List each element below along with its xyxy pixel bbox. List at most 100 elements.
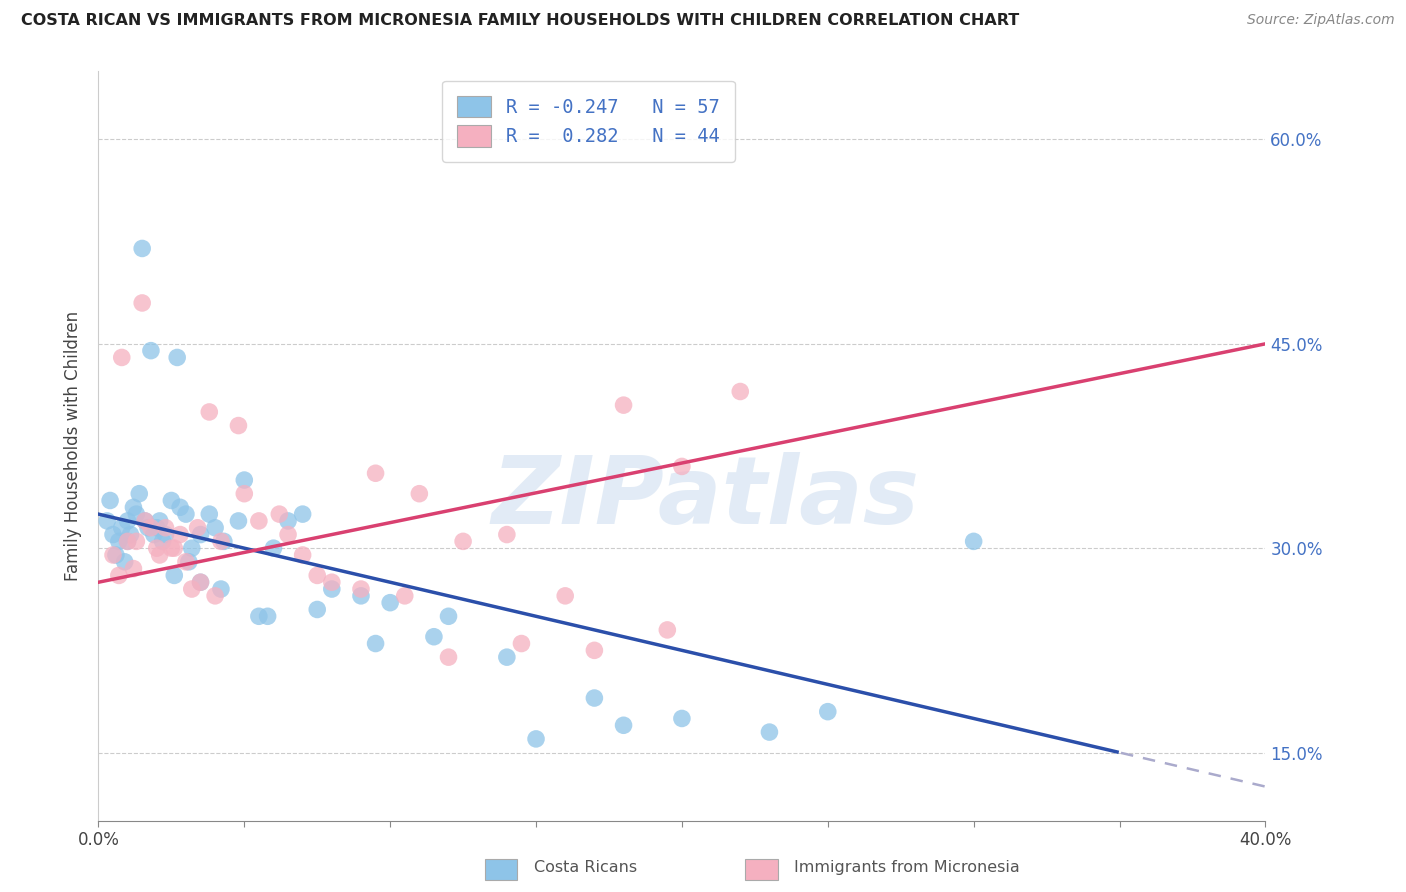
Point	[583, 643, 606, 657]
Point	[96, 514, 118, 528]
Text: Source: ZipAtlas.com: Source: ZipAtlas.com	[1247, 13, 1395, 28]
Point	[408, 486, 430, 500]
Point	[554, 589, 576, 603]
Point	[350, 582, 373, 596]
Point	[160, 541, 183, 556]
Point	[204, 521, 226, 535]
Point	[122, 561, 145, 575]
Point	[962, 534, 984, 549]
Point	[233, 473, 256, 487]
Point	[758, 725, 780, 739]
Point	[136, 521, 159, 535]
Point	[111, 521, 134, 535]
Point	[247, 514, 270, 528]
Point	[163, 541, 186, 556]
Point	[307, 568, 329, 582]
Point	[247, 609, 270, 624]
Point	[104, 548, 127, 562]
Point	[114, 555, 136, 569]
Point	[277, 527, 299, 541]
Point	[108, 534, 131, 549]
Point	[180, 582, 202, 596]
Point	[228, 418, 250, 433]
Point	[174, 507, 197, 521]
Point	[134, 514, 156, 528]
Point	[277, 514, 299, 528]
Point	[350, 589, 373, 603]
Point	[364, 467, 387, 481]
Point	[98, 493, 121, 508]
Point	[117, 514, 139, 528]
Point	[142, 527, 165, 541]
Point	[817, 705, 839, 719]
Point	[451, 534, 474, 549]
Point	[613, 398, 636, 412]
Point	[671, 459, 693, 474]
Point	[321, 575, 343, 590]
Point	[423, 630, 446, 644]
Point	[101, 527, 124, 541]
Point	[122, 500, 145, 515]
Point	[111, 351, 134, 365]
Point	[613, 718, 636, 732]
Point	[380, 596, 402, 610]
Point	[131, 296, 153, 310]
Point	[583, 691, 606, 706]
Point	[120, 527, 142, 541]
Point	[190, 527, 212, 541]
Point	[510, 636, 533, 650]
Point	[117, 534, 139, 549]
Point	[524, 731, 547, 746]
Point	[134, 514, 156, 528]
Point	[146, 541, 169, 556]
Point	[437, 609, 460, 624]
Point	[155, 527, 177, 541]
Point	[269, 507, 291, 521]
Point	[190, 575, 212, 590]
Text: COSTA RICAN VS IMMIGRANTS FROM MICRONESIA FAMILY HOUSEHOLDS WITH CHILDREN CORREL: COSTA RICAN VS IMMIGRANTS FROM MICRONESI…	[21, 13, 1019, 29]
Point	[125, 534, 148, 549]
Point	[139, 521, 162, 535]
Point	[730, 384, 752, 399]
Point	[256, 609, 278, 624]
Point	[160, 493, 183, 508]
Point	[117, 534, 139, 549]
Point	[131, 242, 153, 256]
Point	[228, 514, 250, 528]
Text: Immigrants from Micronesia: Immigrants from Micronesia	[794, 861, 1021, 875]
Point	[166, 351, 188, 365]
Point	[177, 555, 200, 569]
Point	[152, 534, 174, 549]
Point	[149, 548, 172, 562]
Point	[204, 589, 226, 603]
Point	[128, 486, 150, 500]
Point	[190, 575, 212, 590]
Point	[180, 541, 202, 556]
Point	[233, 486, 256, 500]
Point	[187, 521, 209, 535]
Point	[125, 507, 148, 521]
Point	[209, 582, 232, 596]
Point	[146, 521, 169, 535]
Y-axis label: Family Households with Children: Family Households with Children	[63, 311, 82, 581]
Point	[394, 589, 416, 603]
Point	[307, 602, 329, 616]
Point	[209, 534, 232, 549]
Point	[155, 521, 177, 535]
Point	[174, 555, 197, 569]
Point	[437, 650, 460, 665]
Point	[364, 636, 387, 650]
Point	[671, 711, 693, 725]
Point	[496, 527, 519, 541]
Point	[263, 541, 285, 556]
Point	[291, 507, 314, 521]
Point	[149, 514, 172, 528]
Point	[496, 650, 519, 665]
Text: ZIPatlas: ZIPatlas	[491, 452, 920, 544]
Point	[163, 568, 186, 582]
Point	[657, 623, 679, 637]
Point	[321, 582, 343, 596]
Point	[198, 405, 221, 419]
Legend: R = -0.247   N = 57, R =  0.282   N = 44: R = -0.247 N = 57, R = 0.282 N = 44	[443, 81, 735, 161]
Point	[169, 500, 191, 515]
